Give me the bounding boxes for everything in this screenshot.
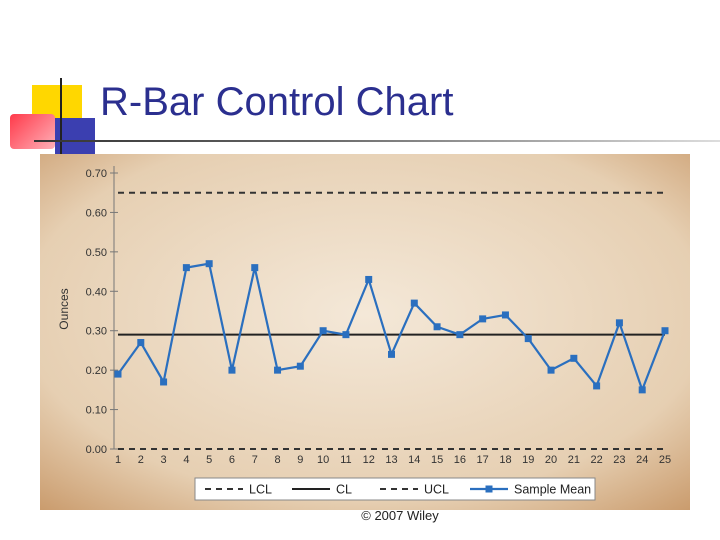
sample-mean-point-15 <box>433 323 441 331</box>
sample-mean-point-21 <box>570 354 578 362</box>
x-axis: 1 2 3 4 5 6 7 8 9 10 11 12 13 14 15 16 17 18 19 20 21 22 23 24 2… <box>115 454 671 466</box>
decor-vertical-line <box>60 78 62 158</box>
sample-mean-point-9 <box>296 362 304 370</box>
x-tick-label-6: 6 <box>229 454 235 466</box>
sample-mean-point-14 <box>410 299 418 307</box>
x-tick-label-16: 16 <box>454 454 466 466</box>
sample-mean-point-20 <box>547 366 555 374</box>
sample-mean-point-12 <box>365 275 373 283</box>
x-tick-label-25: 25 <box>659 454 671 466</box>
slide-title: R-Bar Control Chart <box>100 80 454 124</box>
y-axis: 0.00 0.10 0.20 0.30 0.40 0.50 0.60 0.70 <box>86 166 118 456</box>
x-tick-label-21: 21 <box>568 454 580 466</box>
x-tick-label-11: 11 <box>340 454 351 466</box>
y-tick-label-3: 0.30 <box>86 326 107 338</box>
title-underline <box>34 140 720 142</box>
sample-mean-point-5 <box>205 260 213 268</box>
sample-mean-point-8 <box>274 366 282 374</box>
sample-mean-point-2 <box>137 339 145 347</box>
x-tick-label-9: 9 <box>297 454 303 466</box>
y-tick-label-5: 0.50 <box>86 247 107 259</box>
x-tick-label-10: 10 <box>317 454 329 466</box>
legend-label-cl: CL <box>336 483 352 497</box>
legend-label-lcl: LCL <box>249 483 272 497</box>
x-tick-label-3: 3 <box>161 454 167 466</box>
sample-mean-point-17 <box>479 315 487 323</box>
y-tick-label-0: 0.00 <box>86 444 107 456</box>
y-axis-label: Ounces <box>57 288 71 329</box>
x-tick-label-23: 23 <box>613 454 625 466</box>
y-tick-label-4: 0.40 <box>86 286 107 298</box>
sample-mean-point-1 <box>114 370 122 378</box>
x-tick-label-14: 14 <box>408 454 420 466</box>
sample-mean-point-22 <box>593 382 601 390</box>
sample-mean-point-16 <box>456 331 464 339</box>
x-tick-label-8: 8 <box>274 454 280 466</box>
x-tick-label-19: 19 <box>522 454 534 466</box>
sample-mean-point-4 <box>182 264 190 272</box>
sample-mean-point-25 <box>661 327 669 335</box>
sample-mean-point-18 <box>501 311 509 319</box>
x-tick-label-2: 2 <box>138 454 144 466</box>
x-tick-label-20: 20 <box>545 454 557 466</box>
x-tick-label-18: 18 <box>499 454 511 466</box>
legend: LCL CL UCL Sample Mean <box>194 477 596 501</box>
sample-mean-point-7 <box>251 264 259 272</box>
sample-mean-point-19 <box>524 335 532 343</box>
x-tick-label-24: 24 <box>636 454 648 466</box>
y-tick-label-7: 0.70 <box>86 168 107 180</box>
x-tick-label-12: 12 <box>363 454 375 466</box>
legend-marker-sample-mean <box>485 485 493 493</box>
sample-mean-point-6 <box>228 366 236 374</box>
sample-mean-point-24 <box>638 386 646 394</box>
y-tick-label-1: 0.10 <box>86 405 107 417</box>
sample-mean-point-13 <box>388 350 395 358</box>
sample-mean-point-11 <box>342 331 350 339</box>
sample-mean-point-3 <box>160 378 168 386</box>
x-tick-label-22: 22 <box>591 454 603 466</box>
y-tick-label-2: 0.20 <box>86 365 107 377</box>
series-layer <box>114 191 669 450</box>
x-tick-label-4: 4 <box>183 454 189 466</box>
sample-mean-point-10 <box>319 327 327 335</box>
decor-red-square <box>10 114 55 149</box>
x-tick-label-13: 13 <box>385 454 397 466</box>
copyright-footer: © 2007 Wiley <box>361 508 439 523</box>
x-tick-label-5: 5 <box>206 454 212 466</box>
x-tick-label-17: 17 <box>477 454 489 466</box>
x-tick-label-7: 7 <box>252 454 258 466</box>
legend-label-ucl: UCL <box>424 483 449 497</box>
y-tick-label-6: 0.60 <box>86 207 107 219</box>
x-tick-label-15: 15 <box>431 454 443 466</box>
x-tick-label-1: 1 <box>115 454 121 466</box>
chart-panel <box>40 154 690 510</box>
sample-mean-point-23 <box>615 319 623 327</box>
legend-label-sample-mean: Sample Mean <box>514 483 591 497</box>
